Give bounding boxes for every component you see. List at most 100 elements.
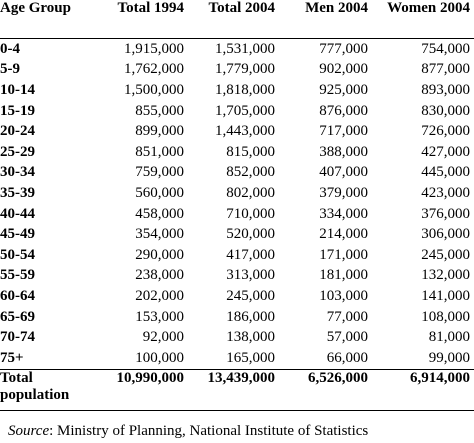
table-row: 65-69 153,000 186,000 77,000 108,000 [0, 307, 474, 328]
cell-women-2004: 376,000 [421, 205, 470, 222]
table-row: 5-9 1,762,000 1,779,000 902,000 877,000 [0, 60, 474, 81]
cell-men-2004: 77,000 [326, 308, 368, 325]
cell-total-2004: 417,000 [226, 246, 275, 263]
cell-women-2004: 445,000 [421, 164, 470, 181]
cell-women-2004: 141,000 [421, 287, 470, 304]
cell-age-group: 45-49 [0, 226, 35, 243]
cell-age-group: 65-69 [0, 308, 35, 325]
cell-total-1994: 1,500,000 [124, 81, 184, 98]
total-women-2004-value: 6,914,000 [410, 369, 470, 386]
cell-total-2004: 313,000 [226, 267, 275, 284]
cell-women-2004: 132,000 [421, 267, 470, 284]
cell-total-2004: 1,818,000 [215, 81, 275, 98]
cell-total-1994: 354,000 [135, 226, 184, 243]
cell-age-group: 25-29 [0, 143, 35, 160]
cell-total-2004: 1,779,000 [215, 61, 275, 78]
cell-women-2004: 427,000 [421, 143, 470, 160]
cell-age-group: 30-34 [0, 164, 35, 181]
cell-men-2004: 902,000 [319, 61, 368, 78]
table-row: 55-59 238,000 313,000 181,000 132,000 [0, 266, 474, 287]
cell-total-1994: 100,000 [135, 349, 184, 366]
cell-total-2004: 1,443,000 [215, 123, 275, 140]
cell-total-2004: 1,531,000 [215, 40, 275, 57]
table-row: 50-54 290,000 417,000 171,000 245,000 [0, 245, 474, 266]
cell-men-2004: 407,000 [319, 164, 368, 181]
cell-total-1994: 458,000 [135, 205, 184, 222]
cell-total-1994: 560,000 [135, 184, 184, 201]
cell-men-2004: 57,000 [326, 329, 368, 346]
cell-total-2004: 802,000 [226, 184, 275, 201]
cell-men-2004: 379,000 [319, 184, 368, 201]
cell-women-2004: 245,000 [421, 246, 470, 263]
cell-age-group: 75+ [0, 349, 24, 366]
table-row: 25-29 851,000 815,000 388,000 427,000 [0, 142, 474, 163]
cell-total-2004: 165,000 [226, 349, 275, 366]
cell-total-1994: 759,000 [135, 164, 184, 181]
cell-men-2004: 171,000 [319, 246, 368, 263]
cell-women-2004: 423,000 [421, 184, 470, 201]
cell-total-1994: 202,000 [135, 287, 184, 304]
cell-age-group: 35-39 [0, 184, 35, 201]
cell-total-1994: 290,000 [135, 246, 184, 263]
cell-total-2004: 245,000 [226, 287, 275, 304]
cell-total-1994: 153,000 [135, 308, 184, 325]
header-men-2004: Men 2004 [305, 0, 368, 16]
table-body: 0-4 1,915,000 1,531,000 777,000 754,000 5-9 1,… [0, 39, 474, 370]
cell-women-2004: 893,000 [421, 81, 470, 98]
cell-age-group: 10-14 [0, 81, 35, 98]
table-row: 70-74 92,000 138,000 57,000 81,000 [0, 327, 474, 348]
cell-men-2004: 334,000 [319, 205, 368, 222]
cell-women-2004: 726,000 [421, 123, 470, 140]
cell-men-2004: 103,000 [319, 287, 368, 304]
table-total-row: Total population 10,990,000 13,439,000 6… [0, 369, 474, 410]
cell-total-2004: 186,000 [226, 308, 275, 325]
cell-women-2004: 306,000 [421, 226, 470, 243]
cell-total-2004: 520,000 [226, 226, 275, 243]
cell-age-group: 15-19 [0, 102, 35, 119]
cell-women-2004: 81,000 [428, 329, 470, 346]
cell-women-2004: 877,000 [421, 61, 470, 78]
cell-men-2004: 876,000 [319, 102, 368, 119]
source-label: Source [8, 423, 50, 439]
cell-total-2004: 852,000 [226, 164, 275, 181]
source-text: : Ministry of Planning, National Institu… [49, 423, 369, 439]
table-row: 30-34 759,000 852,000 407,000 445,000 [0, 163, 474, 184]
header-total-1994: Total 1994 [117, 0, 184, 16]
source-note: Source: Ministry of Planning, National I… [8, 422, 368, 440]
cell-men-2004: 214,000 [319, 226, 368, 243]
header-women-2004: Women 2004 [387, 0, 470, 16]
cell-age-group: 50-54 [0, 246, 35, 263]
cell-men-2004: 777,000 [319, 40, 368, 57]
cell-total-1994: 238,000 [135, 267, 184, 284]
cell-age-group: 60-64 [0, 287, 35, 304]
total-1994-value: 10,990,000 [116, 369, 185, 386]
cell-women-2004: 99,000 [428, 349, 470, 366]
cell-age-group: 55-59 [0, 267, 35, 284]
cell-women-2004: 830,000 [421, 102, 470, 119]
table-row: 0-4 1,915,000 1,531,000 777,000 754,000 [0, 39, 474, 60]
cell-total-2004: 815,000 [226, 143, 275, 160]
cell-women-2004: 108,000 [421, 308, 470, 325]
total-2004-value: 13,439,000 [207, 369, 276, 386]
cell-total-2004: 138,000 [226, 329, 275, 346]
cell-total-1994: 92,000 [142, 329, 184, 346]
cell-total-1994: 855,000 [135, 102, 184, 119]
table-row: 10-14 1,500,000 1,818,000 925,000 893,000 [0, 80, 474, 101]
cell-total-1994: 1,915,000 [124, 40, 184, 57]
total-men-2004-value: 6,526,000 [308, 369, 368, 386]
cell-total-2004: 1,705,000 [215, 102, 275, 119]
header-age-group: Age Group [0, 0, 71, 16]
cell-age-group: 5-9 [0, 61, 20, 78]
population-table: Age Group Total 1994 Total 2004 Men 2004… [0, 0, 474, 410]
population-table-container: Age Group Total 1994 Total 2004 Men 2004… [0, 0, 474, 410]
header-total-2004: Total 2004 [208, 0, 275, 16]
cell-men-2004: 66,000 [326, 349, 368, 366]
table-row: 75+ 100,000 165,000 66,000 99,000 [0, 348, 474, 369]
table-row: 40-44 458,000 710,000 334,000 376,000 [0, 204, 474, 225]
cell-men-2004: 181,000 [319, 267, 368, 284]
table-row: 20-24 899,000 1,443,000 717,000 726,000 [0, 121, 474, 142]
cell-total-1994: 1,762,000 [124, 61, 184, 78]
cell-men-2004: 925,000 [319, 81, 368, 98]
cell-men-2004: 717,000 [319, 123, 368, 140]
table-row: 45-49 354,000 520,000 214,000 306,000 [0, 224, 474, 245]
